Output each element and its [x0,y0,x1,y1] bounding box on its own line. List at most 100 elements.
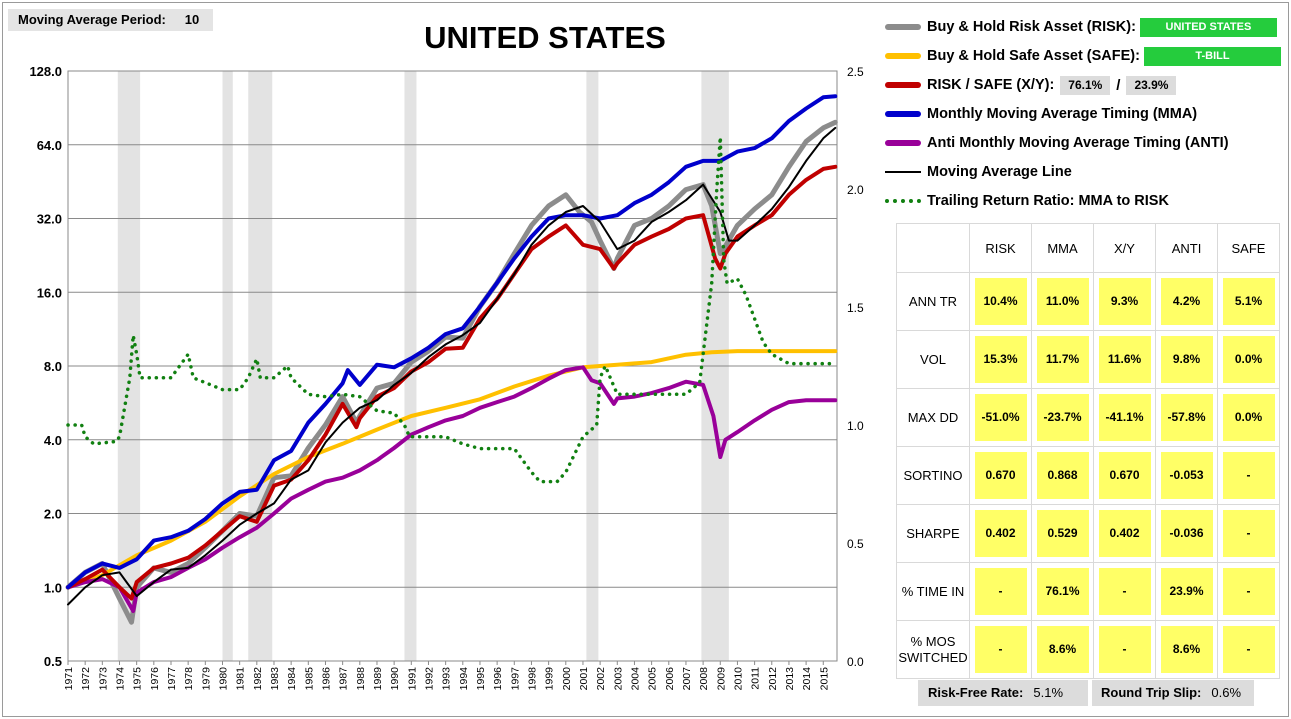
stats-cell: 4.2% [1155,272,1218,331]
x-tick-label: 2005 [647,667,659,691]
legend-swatch-safe [885,53,921,59]
x-tick-label: 1984 [286,667,298,691]
x-tick-label: 2009 [715,667,727,691]
x-tick-label: 1998 [526,667,538,691]
legend-swatch-trailing-ratio [885,199,921,203]
y2-tick-label: 2.0 [847,183,864,197]
legend-swatch-mma [885,111,921,117]
round-trip-slip-value: 0.6% [1211,685,1242,700]
risk-free-rate-label: Risk-Free Rate: [928,685,1024,700]
moving-average-period-label: Moving Average Period: [18,12,166,27]
x-tick-label: 1982 [252,667,264,691]
stats-cell: - [1217,446,1280,505]
stats-cell: - [1217,562,1280,621]
x-tick-label: 1990 [389,667,401,691]
legend-item-safe: Buy & Hold Safe Asset (SAFE): T-BILL [885,45,1281,67]
x-tick-label: 2002 [595,667,607,691]
stats-cell: - [1093,562,1156,621]
stats-cell: 0.0% [1217,330,1280,389]
legend-label-safe: Buy & Hold Safe Asset (SAFE): [927,48,1140,64]
stats-row-ann-tr: ANN TR 10.4% 11.0% 9.3% 4.2% 5.1% [896,272,1280,331]
stats-cell: -0.053 [1155,446,1218,505]
x-tick-label: 1996 [492,667,504,691]
legend-swatch-risk [885,24,921,30]
stats-row-label: % TIME IN [896,562,970,621]
legend-swatch-xy [885,82,921,88]
stats-cell: 0.529 [1031,504,1094,563]
series-line-buy-hold-risk-asset-risk [65,119,838,625]
stats-row-label: ANN TR [896,272,970,331]
x-tick-label: 1978 [183,667,195,691]
xy-risk-weight: 76.1% [1060,75,1111,95]
stats-cell: -23.7% [1031,388,1094,447]
y-tick-label: 0.5 [44,654,62,669]
x-tick-label: 2004 [629,667,641,691]
x-tick-label: 1995 [475,667,487,691]
legend-item-xy: RISK / SAFE (X/Y): 76.1% / 23.9% [885,74,1177,96]
stats-row-sharpe: SHARPE 0.402 0.529 0.402 -0.036 - [896,504,1280,563]
series-line-monthly-moving-average-timing-mma [66,94,838,590]
x-tick-label: 1985 [303,667,315,691]
stats-cell: - [1093,620,1156,679]
stats-cell: 0.0% [1217,388,1280,447]
stats-cell: -41.1% [1093,388,1156,447]
x-tick-label: 1981 [235,667,247,691]
risk-asset-value: UNITED STATES [1139,17,1277,37]
stats-cell: 10.4% [969,272,1032,331]
series-line-moving-average-line [67,126,837,606]
y-tick-label: 2.0 [44,507,62,522]
legend-swatch-ma-line [885,171,921,173]
stats-col-risk: RISK [969,223,1032,273]
legend-label-risk: Buy & Hold Risk Asset (RISK): [927,19,1136,35]
xy-slash: / [1116,76,1121,94]
legend-label-anti: Anti Monthly Moving Average Timing (ANTI… [927,135,1229,151]
stats-cell: 0.402 [1093,504,1156,563]
legend-item-anti: Anti Monthly Moving Average Timing (ANTI… [885,132,1229,154]
y-tick-label: 1.0 [44,580,62,595]
y-tick-label: 4.0 [44,433,62,448]
stats-row-mos-switched: % MOS SWITCHED - 8.6% - 8.6% - [896,620,1280,679]
stats-cell: 0.868 [1031,446,1094,505]
moving-average-period-box: Moving Average Period: 10 [8,9,213,31]
stats-cell: 11.0% [1031,272,1094,331]
series-line-trailing-return-ratio-mma-to-risk [66,135,838,484]
y2-tick-label: 1.0 [847,419,864,433]
x-tick-label: 2010 [732,667,744,691]
stats-cell: 8.6% [1031,620,1094,679]
x-tick-label: 1986 [320,667,332,691]
stats-cell: 11.6% [1093,330,1156,389]
stats-cell: - [1217,620,1280,679]
x-tick-label: 1993 [441,667,453,691]
x-tick-label: 1992 [423,667,435,691]
y-tick-label: 64.0 [37,138,62,153]
stats-cell: -0.036 [1155,504,1218,563]
legend-label-xy: RISK / SAFE (X/Y): [927,77,1055,93]
legend-item-risk: Buy & Hold Risk Asset (RISK): UNITED STA… [885,16,1277,38]
x-tick-label: 2001 [578,667,590,691]
y-tick-label: 8.0 [44,359,62,374]
chart-title: UNITED STATES [424,20,666,55]
stats-cell: - [969,562,1032,621]
x-tick-label: 2011 [750,667,762,690]
x-tick-label: 1994 [458,667,470,691]
stats-header-row: RISK MMA X/Y ANTI SAFE [896,223,1280,273]
stats-row-time-in: % TIME IN - 76.1% - 23.9% - [896,562,1280,621]
legend-label-mma: Monthly Moving Average Timing (MMA) [927,106,1198,122]
stats-col-anti: ANTI [1155,223,1218,273]
legend-item-ma-line: Moving Average Line [885,161,1072,183]
x-tick-label: 1973 [97,667,109,691]
y2-tick-label: 1.5 [847,301,864,315]
plot-area [67,70,838,662]
x-tick-label: 2015 [818,667,830,691]
risk-free-rate: Risk-Free Rate: 5.1% [918,680,1088,706]
legend-label-trailing-ratio: Trailing Return Ratio: MMA to RISK [927,193,1169,209]
stats-row-label: SHARPE [896,504,970,563]
legend-swatch-anti [885,140,921,146]
stats-cell: 5.1% [1217,272,1280,331]
y2-tick-label: 2.5 [847,65,864,79]
x-tick-label: 2006 [664,667,676,691]
x-tick-label: 1977 [166,667,178,691]
y-tick-label: 128.0 [29,64,62,79]
y-tick-label: 16.0 [37,285,62,300]
stats-corner [896,223,970,273]
